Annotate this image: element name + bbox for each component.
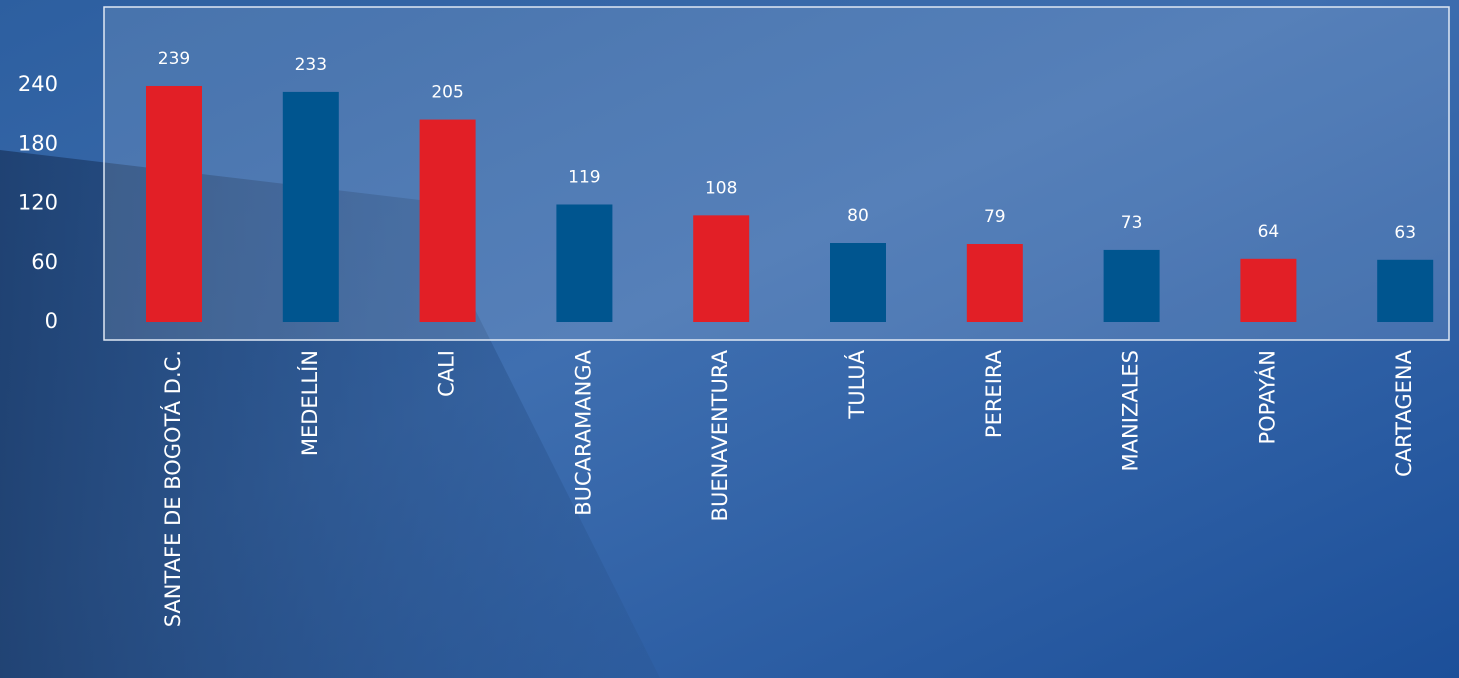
x-tick-label: POPAYÁN <box>1254 350 1279 445</box>
y-tick-label: 180 <box>18 131 58 155</box>
x-tick-label: CARTAGENA <box>1392 349 1416 477</box>
bar <box>830 243 886 322</box>
x-tick-label: TULUÁ <box>844 349 869 419</box>
y-tick-label: 0 <box>45 309 58 333</box>
value-label: 233 <box>295 55 327 75</box>
value-label: 64 <box>1258 222 1280 242</box>
x-tick-label: PEREIRA <box>982 349 1006 438</box>
x-tick-label: BUENAVENTURA <box>708 349 732 521</box>
bar <box>283 92 339 322</box>
value-label: 239 <box>158 49 190 69</box>
value-label: 73 <box>1121 213 1143 233</box>
x-tick-label: BUCARAMANGA <box>571 349 595 515</box>
bar <box>146 86 202 322</box>
bar <box>1104 250 1160 322</box>
x-tick-label: SANTAFE DE BOGOTÁ D.C. <box>160 350 185 627</box>
y-tick-label: 60 <box>31 250 58 274</box>
chart: 0 60 120 180 240 SANTAFE DE BOGOTÁ D.C. 239 MED… <box>0 0 1459 678</box>
value-label: 80 <box>847 206 869 226</box>
x-tick-label: MEDELLÍN <box>297 350 322 456</box>
value-label: 119 <box>568 167 600 187</box>
bar <box>556 204 612 322</box>
y-tick-label: 240 <box>18 72 58 96</box>
x-tick-label: MANIZALES <box>1119 350 1143 471</box>
bar <box>1377 260 1433 322</box>
value-label: 205 <box>431 83 463 103</box>
bar <box>420 120 476 322</box>
value-label: 108 <box>705 178 737 198</box>
value-label: 63 <box>1394 223 1416 243</box>
x-tick-label: CALI <box>435 350 459 397</box>
bar <box>967 244 1023 322</box>
value-label: 79 <box>984 207 1006 227</box>
y-tick-label: 120 <box>18 191 58 215</box>
bar <box>1240 259 1296 322</box>
bar <box>693 215 749 322</box>
